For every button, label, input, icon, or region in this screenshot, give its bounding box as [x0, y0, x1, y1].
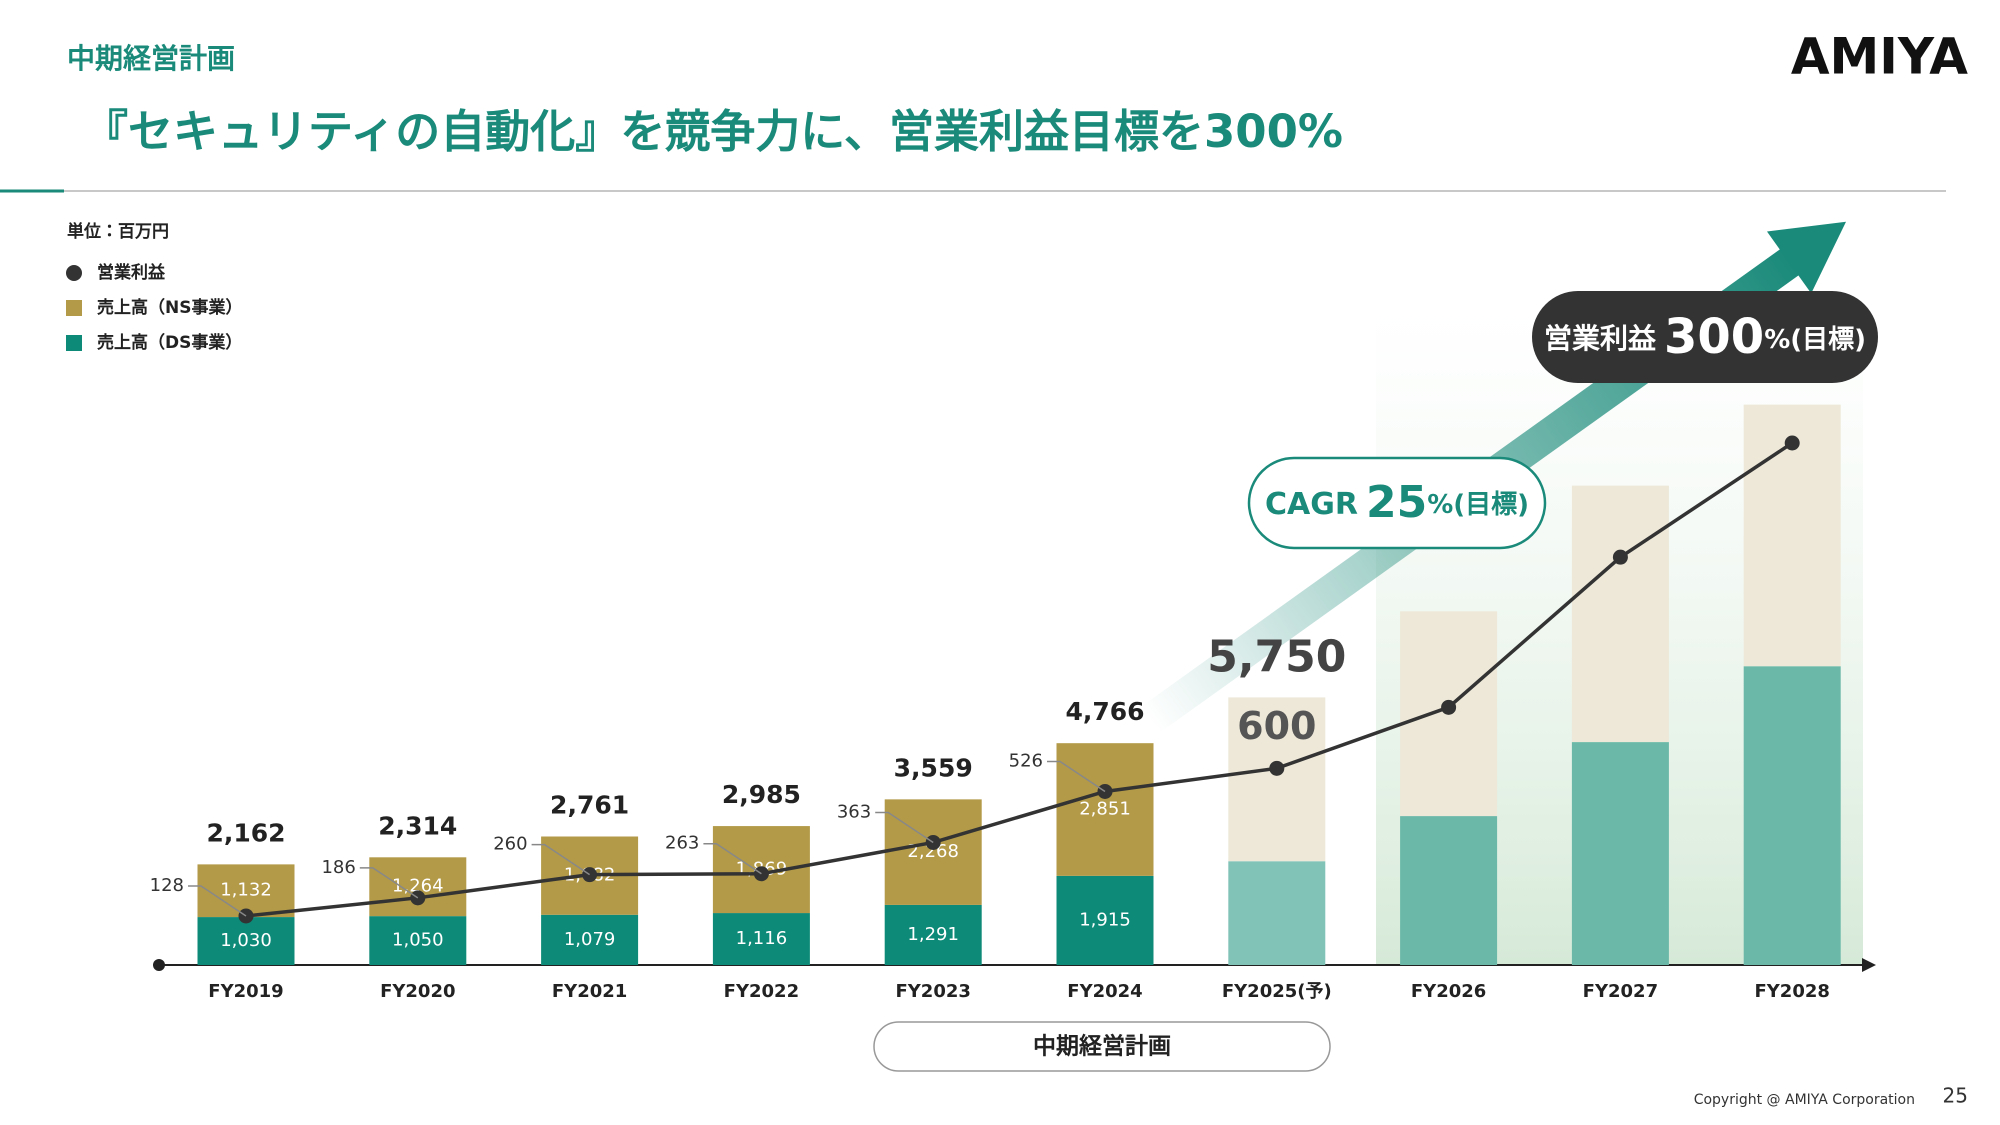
logo: AMIYA: [1791, 28, 1968, 86]
plan-bracket-label: 中期経営計画: [1033, 1033, 1171, 1060]
bar-value-label: 1,050: [392, 930, 444, 951]
bar-segment: [1228, 697, 1326, 862]
profit-leader: [875, 811, 934, 844]
profit-point: [1784, 435, 1800, 451]
legend-label: 売上高（DS事業）: [97, 332, 242, 353]
profit-leader: [703, 842, 762, 875]
axis-arrow: [1862, 958, 1876, 972]
bar-segment: [1056, 875, 1154, 965]
copyright: Copyright @ AMIYA Corporation: [1694, 1092, 1915, 1108]
profit-label: 263: [665, 833, 699, 854]
x-tick-label: FY2022: [724, 981, 799, 1002]
legend-label: 営業利益: [97, 262, 166, 283]
unit-label: 単位：百万円: [67, 221, 169, 242]
x-tick-label: FY2021: [552, 981, 627, 1002]
cagr-text: CAGR 25%(目標): [1265, 477, 1529, 528]
total-label: 2,314: [378, 811, 457, 840]
bar-segment: [1571, 742, 1669, 965]
bar-segment: [197, 917, 295, 965]
plan-bracket: [873, 1021, 1331, 1072]
bar-value-label: 1,030: [220, 930, 272, 951]
profit-leader: [531, 843, 591, 876]
profit-leader: [188, 885, 247, 917]
profit-label: 600: [1237, 704, 1316, 748]
total-label: 2,985: [722, 780, 801, 809]
bar-value-label: 1,132: [220, 880, 272, 901]
profit-line: [245, 441, 1794, 918]
bar-value-label: 2,851: [1079, 799, 1131, 820]
arrow-head: [1766, 221, 1847, 294]
bar-segment: [884, 904, 982, 965]
bar-segment: [369, 857, 467, 917]
bar-segment: [541, 914, 639, 965]
bar-segment: [197, 864, 295, 918]
profit-label: 526: [1009, 750, 1043, 771]
section-label: 中期経営計画: [67, 42, 235, 75]
profit-label: 128: [150, 875, 184, 896]
bar-segment: [1228, 861, 1326, 965]
x-tick-label: FY2028: [1754, 981, 1829, 1002]
bar-value-label: 1,291: [907, 924, 959, 945]
total-label: 5,750: [1207, 631, 1346, 682]
bar-value-label: 1,915: [1079, 909, 1131, 930]
page-number: 25: [1943, 1084, 1968, 1108]
bar-segment: [369, 916, 467, 965]
slide-title: 『セキュリティの自動化』を競争力に、営業利益目標を300%: [83, 105, 1343, 158]
profit-point: [1269, 760, 1285, 776]
profit-label: 186: [321, 857, 355, 878]
profit-leader: [1047, 760, 1106, 793]
bar-segment: [884, 799, 982, 905]
x-tick-label: FY2019: [208, 981, 283, 1002]
total-label: 2,761: [550, 791, 629, 820]
bar-segment: [1743, 666, 1841, 965]
profit-label: 260: [493, 834, 527, 855]
profit-label: 363: [837, 801, 871, 822]
profit-point: [1441, 699, 1457, 715]
total-label: 3,559: [894, 753, 973, 782]
bar-segment: [712, 913, 810, 965]
total-label: 2,162: [206, 818, 285, 847]
total-label: 4,766: [1065, 697, 1144, 726]
legend-label: 売上高（NS事業）: [97, 297, 242, 318]
bar-segment: [1571, 485, 1669, 743]
bar-value-label: 1,264: [392, 876, 444, 897]
x-tick-label: FY2027: [1583, 981, 1658, 1002]
bar-segment: [1056, 743, 1154, 876]
x-tick-label: FY2025(予): [1222, 981, 1332, 1002]
target-pill: [1532, 291, 1878, 383]
x-tick-label: FY2020: [380, 981, 455, 1002]
x-tick-label: FY2023: [895, 981, 970, 1002]
cagr-pill: [1247, 456, 1547, 550]
bar-value-label: 1,079: [564, 929, 616, 950]
legend-marker: [66, 335, 82, 351]
bar-value-label: 1,116: [736, 928, 788, 949]
profit-point: [1612, 549, 1628, 565]
legend-marker: [66, 300, 82, 316]
target-text: 営業利益 300%(目標): [1544, 309, 1866, 365]
bar-segment: [1400, 816, 1498, 965]
x-tick-label: FY2024: [1067, 981, 1142, 1002]
profit-leader: [359, 867, 419, 899]
axis-origin: [153, 959, 165, 971]
x-tick-label: FY2026: [1411, 981, 1486, 1002]
legend-marker: [66, 265, 82, 281]
